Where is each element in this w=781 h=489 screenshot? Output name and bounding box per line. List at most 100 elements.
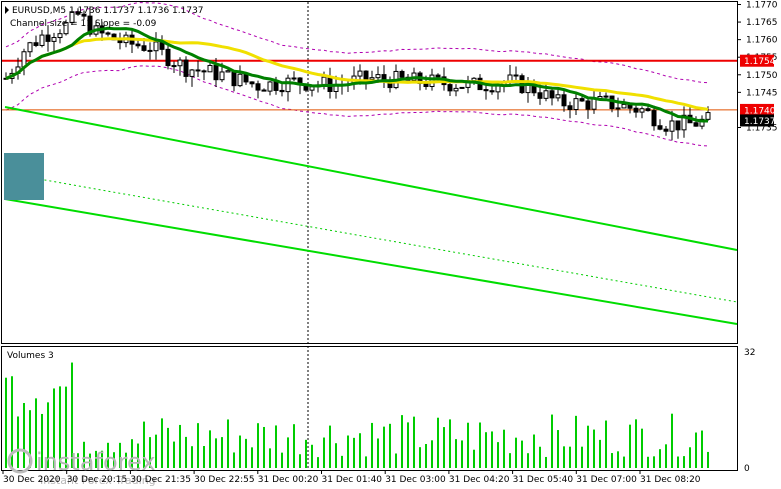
time-tick-label: 31 Dec 07:00 (576, 475, 637, 485)
volume-bar (29, 410, 31, 468)
candle-body (237, 73, 243, 87)
highlight-box (4, 153, 44, 200)
volume-bar (59, 386, 61, 468)
time-tick-label: 30 Dec 20:15 (67, 475, 128, 485)
volume-bar (35, 398, 37, 468)
volume-bar (305, 439, 307, 468)
candle-body (177, 59, 183, 67)
volume-bar (11, 376, 13, 468)
candle-body (213, 64, 219, 81)
volume-bar (209, 430, 211, 468)
candle-body (555, 94, 561, 99)
candle-body (273, 81, 279, 91)
time-tick-label: 31 Dec 08:20 (640, 475, 701, 485)
volume-bar (689, 447, 691, 468)
volume-bar (479, 422, 481, 468)
candle-body (87, 15, 93, 35)
candle-body (69, 11, 75, 24)
volume-bar (323, 437, 325, 468)
volume-bar (431, 440, 433, 468)
time-tick-label: 31 Dec 00:20 (258, 475, 319, 485)
candle-body (165, 48, 171, 67)
volume-bar (341, 455, 343, 468)
volume-bar (497, 442, 499, 468)
channel-info: Channel size = 11 Slope = -0.09 (10, 19, 157, 29)
volume-bar (437, 417, 439, 468)
volume-bar (563, 446, 565, 468)
volume-bar (557, 430, 559, 468)
candle-body (621, 103, 627, 109)
volume-tick-label: 32 (744, 348, 755, 358)
volume-axis: 32 0 (744, 348, 755, 474)
volume-bar (653, 456, 655, 468)
volume-bar (413, 416, 415, 468)
price-tag-label: 1.1754 (744, 57, 776, 67)
channel-series (4, 106, 738, 325)
candle-body (231, 70, 237, 87)
candle-body (153, 41, 159, 52)
time-tick-label: 30 Dec 22:55 (194, 475, 255, 485)
channel-upper-line (4, 106, 738, 251)
volume-bar (23, 403, 25, 468)
candle-body (513, 74, 519, 77)
time-tick-label: 30 Dec 21:35 (130, 475, 191, 485)
volume-bar (53, 388, 55, 468)
volume-bar (599, 439, 601, 468)
candle-body (51, 37, 57, 42)
candle-body (105, 32, 111, 35)
envelope-series (5, 2, 709, 147)
candle-body (459, 86, 465, 89)
volume-bar (185, 436, 187, 468)
candle-body (147, 49, 153, 52)
volume-bar (221, 437, 223, 468)
candle-body (639, 108, 645, 113)
volume-bar (629, 424, 631, 468)
volume-panel-frame (1, 346, 738, 471)
volume-bar (89, 453, 91, 468)
volume-bar (47, 402, 49, 468)
volume-bar (371, 422, 373, 468)
volume-bar (125, 452, 127, 468)
volume-bar (113, 452, 115, 468)
volume-bar (659, 449, 661, 468)
candle-body (669, 120, 675, 132)
volume-bar (131, 439, 133, 468)
volume-bar (485, 432, 487, 468)
volume-bar (311, 444, 313, 468)
volume-bar (161, 418, 163, 468)
volume-bar (623, 456, 625, 468)
candle-body (561, 94, 567, 107)
volume-bar (245, 438, 247, 468)
candle-body (183, 59, 189, 77)
time-tick-label: 31 Dec 03:00 (385, 475, 446, 485)
moving-average-series (5, 26, 709, 123)
candle-body (267, 81, 273, 92)
time-tick-label: 31 Dec 01:40 (322, 475, 383, 485)
candle-body (705, 112, 711, 120)
volume-bar (71, 362, 73, 468)
volume-title: Volumes 3 (7, 351, 54, 361)
time-tick-label: 31 Dec 05:40 (513, 475, 574, 485)
candle-body (261, 89, 267, 92)
volume-bar (401, 415, 403, 468)
candle-body (249, 81, 255, 85)
watermark: instaforex Instant Forex Trading (7, 448, 156, 487)
candle-body (357, 70, 363, 77)
candle-body (663, 128, 669, 132)
candle-body (585, 100, 591, 110)
price-tick-label: 1.1760 (746, 36, 778, 46)
price-tag-label: 1.1740 (744, 106, 776, 116)
volume-bar (149, 437, 151, 468)
volume-bar (191, 446, 193, 468)
volume-bar (365, 456, 367, 468)
volume-bar (377, 438, 379, 468)
time-tick-label: 30 Dec 2020 (3, 475, 61, 485)
watermark-brand: instaforex (36, 448, 156, 476)
volume-bar (137, 443, 139, 468)
collapse-arrow-icon[interactable] (5, 6, 9, 14)
volume-bar (539, 446, 541, 468)
candle-body (615, 107, 621, 110)
candle-body (57, 33, 63, 39)
